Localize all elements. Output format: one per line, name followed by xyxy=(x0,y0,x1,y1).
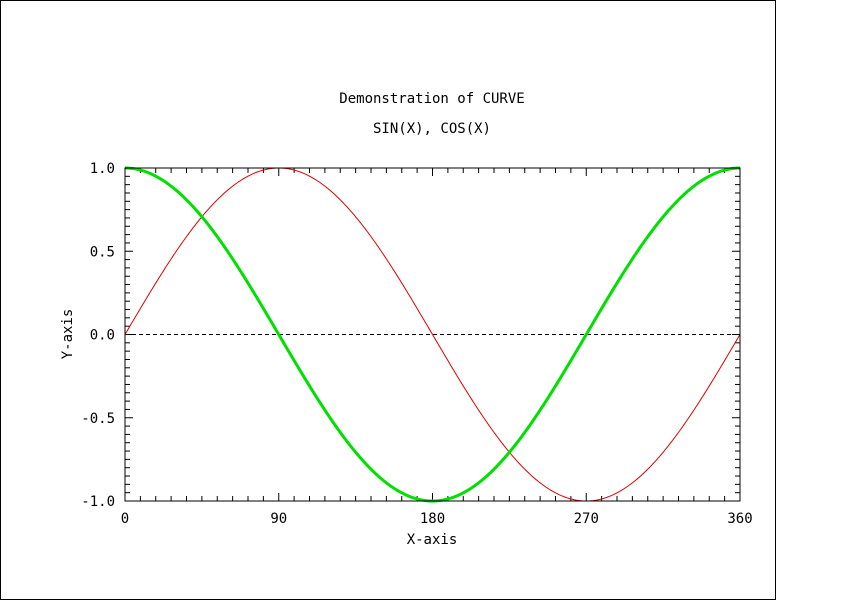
y-tick-label: 0.0 xyxy=(90,328,115,344)
x-tick-label: 180 xyxy=(420,511,445,527)
axis-tick-labels: 0 90 180 270 360 -1.0 -0.5 0.0 0.5 1.0 xyxy=(81,161,752,527)
x-tick-label: 360 xyxy=(727,511,752,527)
y-tick-label: -1.0 xyxy=(81,494,115,510)
x-tick-label: 270 xyxy=(574,511,599,527)
y-axis-label: Y-axis xyxy=(60,309,76,360)
series-line-sin xyxy=(124,167,741,502)
x-tick-label: 90 xyxy=(270,511,287,527)
x-tick-label: 0 xyxy=(121,511,129,527)
y-tick-label: 1.0 xyxy=(90,161,115,177)
plot-area xyxy=(124,167,741,502)
axis-ticks xyxy=(124,167,741,502)
chart-subtitle: SIN(X), COS(X) xyxy=(373,121,491,137)
plot-frame xyxy=(0,0,776,600)
y-tick-label: -0.5 xyxy=(81,411,115,427)
chart-title: Demonstration of CURVE xyxy=(339,91,524,107)
y-tick-label: 0.5 xyxy=(90,244,115,260)
x-axis-label: X-axis xyxy=(407,532,458,548)
